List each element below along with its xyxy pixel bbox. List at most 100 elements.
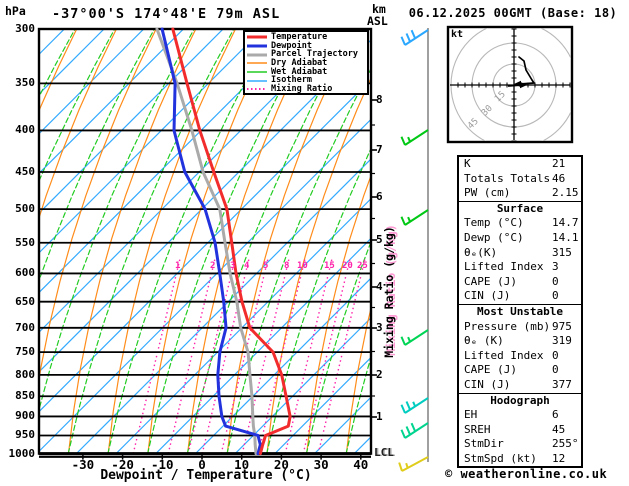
table-section: Hodograph EH 6 SREH 45 StmDir 255° StmSpd (kt) 1… (459, 392, 581, 467)
credit-footer: © weatheronline.co.uk (445, 467, 608, 481)
altitude-unit-km: km (372, 2, 386, 16)
skewt-background-lines (40, 30, 370, 453)
lcl-marker-label: LCL (374, 446, 394, 459)
table-row-value: 12 (552, 451, 566, 465)
table-row-value: 6 (552, 408, 559, 422)
table-row-label: Lifted Index (464, 260, 544, 274)
km-label: 6 (376, 190, 383, 203)
temp-tick-label: -30 (71, 457, 95, 472)
mixing-ratio-axis-label: Mixing Ratio (g/kg) (382, 226, 396, 358)
table-row: PW (cm) 2.15 (459, 186, 581, 201)
table-row-value: 3 (552, 260, 559, 274)
pressure-label: 450 (15, 164, 35, 178)
table-section-title: Most Unstable (476, 304, 564, 318)
table-row: θₑ(K) 315 (459, 246, 581, 261)
table-row-value: 0 (552, 348, 559, 362)
table-row-value: 45 (552, 422, 566, 436)
table-row: StmDir 255° (459, 437, 581, 452)
pressure-label: 700 (15, 320, 35, 334)
mixing-ratio-value: 10 (297, 261, 308, 271)
legend-item-label: Mixing Ratio (271, 84, 333, 95)
table-row-label: StmSpd (kt) (464, 451, 537, 465)
mixing-ratio-value: 1 (175, 261, 181, 271)
wind-barb (400, 329, 429, 346)
temperature-line (171, 27, 292, 456)
legend-box: Temperature Dewpoint Parcel Trajectory Dry … (243, 30, 369, 95)
plot-frame (37, 27, 373, 455)
legend-item: Dry Adiabat (247, 59, 367, 68)
table-row: CIN (J) 0 (459, 289, 581, 304)
table-row: θₑ (K) 319 (459, 334, 581, 349)
pressure-label: 300 (15, 22, 35, 35)
wind-barb-column (398, 28, 429, 472)
legend-item-label: Temperature (271, 32, 328, 42)
mixing-ratio-value: 4 (244, 261, 250, 271)
table-row-label: SREH (464, 422, 491, 436)
legend-line-sample (247, 35, 267, 39)
temp-tick-label: -20 (111, 457, 134, 472)
hodograph-panel (446, 25, 574, 144)
table-row-value: 0 (552, 274, 559, 288)
pressure-label: 550 (15, 235, 35, 249)
table-row-label: Temp (°C) (464, 216, 524, 230)
table-section-title: Hodograph (490, 393, 550, 407)
pressure-label: 900 (15, 409, 35, 423)
pressure-unit-label: hPa (5, 4, 26, 18)
km-label: 5 (376, 233, 383, 246)
pressure-label: 850 (15, 389, 35, 403)
temp-tick-label: 20 (273, 457, 289, 472)
mixing-ratio-value: 20 (342, 261, 353, 271)
table-row-label: CIN (J) (464, 377, 511, 391)
table-row: EH 6 (459, 408, 581, 423)
temperature-axis-label: Dewpoint / Temperature (°C) (100, 468, 312, 483)
legend-item: Mixing Ratio (247, 85, 367, 94)
station-title: -37°00'S 174°48'E 79m ASL (52, 6, 281, 22)
table-row-label: CIN (J) (464, 289, 511, 303)
table-row-value: 0 (552, 289, 559, 303)
table-row-value: 21 (552, 157, 566, 170)
table-row: Dewp (°C) 14.1 (459, 231, 581, 246)
table-row: StmSpd (kt) 12 (459, 452, 581, 467)
table-section: Most Unstable Pressure (mb) 975 θₑ (K) 319 Li… (459, 303, 581, 393)
table-row-value: 377 (552, 377, 572, 391)
wind-barb (400, 422, 429, 439)
pressure-label: 950 (15, 428, 35, 442)
legend-item: Dewpoint (247, 41, 367, 51)
legend-line-sample (247, 53, 267, 57)
km-label: 3 (376, 321, 383, 334)
temp-tick-label: 40 (353, 457, 369, 472)
table-row: CIN (J) 377 (459, 378, 581, 393)
table-row-label: K (464, 157, 471, 170)
temp-tick-label: -10 (151, 457, 174, 472)
pressure-label: 400 (15, 123, 35, 137)
parcel-trajectory-line (155, 27, 258, 456)
table-row-label: θₑ (K) (464, 334, 504, 348)
mixing-ratio-value: 5 (263, 261, 269, 271)
temp-tick-label: 0 (198, 457, 206, 472)
km-label: 2 (376, 368, 383, 381)
table-row-value: 2.15 (552, 186, 579, 200)
sounding-indices-table: K 21 Totals Totals 46 PW (cm) 2.15 Surface Temp… (457, 155, 583, 469)
table-row-label: PW (cm) (464, 186, 511, 200)
table-row: Pressure (mb) 975 (459, 320, 581, 335)
pressure-label: 1000 (8, 446, 36, 460)
table-row-value: 14.1 (552, 230, 579, 244)
legend-item: Wet Adiabat (247, 68, 367, 77)
table-row-label: θₑ(K) (464, 245, 498, 259)
wind-barb (398, 456, 429, 472)
pressure-label: 500 (15, 202, 35, 216)
legend-item: Parcel Trajectory (247, 50, 367, 59)
legend-item-label: Parcel Trajectory (271, 49, 358, 60)
table-row-value: 46 (552, 171, 566, 185)
legend-item-label: Wet Adiabat (271, 66, 328, 77)
legend-item: Isotherm (247, 76, 367, 85)
table-row-value: 319 (552, 334, 572, 348)
table-section: Surface Temp (°C) 14.7 Dewp (°C) 14.1 θₑ(K) 31… (459, 200, 581, 304)
table-row-value: 975 (552, 319, 572, 333)
mixing-ratio-value: 8 (284, 261, 290, 271)
table-row: Lifted Index 0 (459, 349, 581, 364)
table-row-label: CAPE (J) (464, 274, 517, 288)
legend-item-label: Isotherm (271, 75, 312, 86)
table-row-label: StmDir (464, 437, 504, 451)
dewpoint-line (160, 27, 262, 456)
